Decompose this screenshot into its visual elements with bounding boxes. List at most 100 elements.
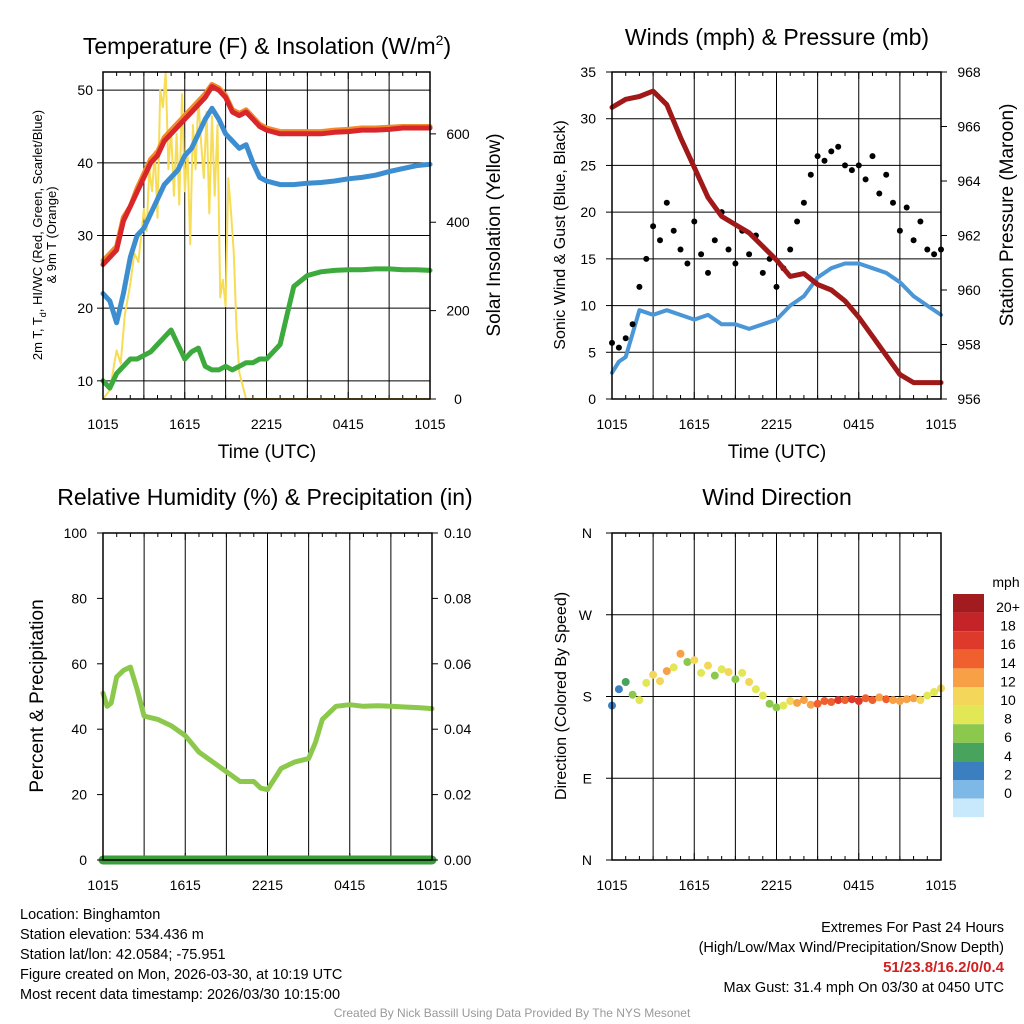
title-superscript: 2: [436, 32, 444, 48]
series-wind-chill: [100, 105, 433, 326]
y-axis-label: Sonic Wind & Gust (Blue, Black): [552, 120, 569, 349]
direction-point: [738, 668, 747, 677]
legend-swatch: [953, 594, 984, 613]
humidity-panel: [97, 532, 438, 865]
direction-point: [697, 668, 706, 677]
direction-point: [765, 699, 774, 708]
y2-tick-label: 966: [957, 119, 981, 135]
plot-border: [102, 532, 433, 861]
gust-point: [794, 218, 801, 225]
y2-tick-label: 400: [446, 214, 470, 230]
direction-point: [786, 697, 795, 705]
direction-point: [882, 695, 891, 704]
chart-title: Winds (mph) & Pressure (mb): [625, 24, 929, 50]
gust-point: [869, 153, 876, 160]
y2-tick-label: 200: [446, 303, 470, 319]
y-tick-label: 35: [580, 64, 596, 80]
y2-tick-label: 0.04: [444, 721, 471, 737]
gust-point: [903, 204, 910, 211]
y2-tick-label: 0.02: [444, 787, 471, 803]
gust-point: [636, 283, 643, 290]
gust-point: [890, 199, 896, 206]
x-tick-label: 2215: [252, 877, 283, 893]
y2-tick-label: 968: [957, 64, 981, 80]
x-tick-label: 0415: [334, 877, 365, 893]
station-location: Location: Binghamton: [20, 907, 161, 923]
gust-point: [821, 157, 828, 164]
direction-point: [690, 656, 699, 665]
series-dewpoint: [100, 266, 433, 391]
y2-tick-label: 958: [957, 337, 981, 353]
legend-label: 20+: [996, 599, 1020, 615]
x-axis-label: Time (UTC): [728, 442, 827, 463]
direction-point: [854, 697, 863, 705]
legend-label: 4: [1004, 748, 1012, 764]
legend-swatch: [953, 705, 984, 725]
gust-point: [876, 190, 883, 197]
ylabel-subscript: d: [38, 312, 48, 317]
station-latlon: Station lat/lon: 42.0584; -75.951: [20, 947, 226, 963]
legend-swatch: [953, 724, 984, 743]
legend-title: mph: [992, 574, 1019, 590]
y-tick-label: W: [579, 607, 593, 623]
y2-tick-label: 964: [957, 173, 981, 189]
direction-point: [758, 691, 767, 700]
direction-point: [635, 696, 644, 705]
x-tick-label: 0415: [843, 877, 874, 893]
x-tick-label: 0415: [333, 416, 364, 432]
legend-swatch: [953, 780, 984, 799]
direction-point: [676, 649, 685, 658]
y2-axis-label: Solar Insolation (Yellow): [484, 133, 505, 336]
gust-point: [732, 260, 739, 267]
ylabel-part: , HI/WC (Red, Green, Scarlet/Blue): [30, 110, 45, 312]
direction-point: [669, 663, 678, 672]
gust-point: [896, 227, 903, 234]
direction-point: [724, 668, 733, 676]
title-main: Temperature (F) & Insolation (W/m: [83, 33, 436, 59]
y-tick-label: 5: [588, 344, 596, 360]
legend-swatch: [953, 612, 984, 632]
series-2m-temperature: [100, 84, 433, 268]
direction-point: [895, 697, 904, 705]
legend-label: 16: [1000, 636, 1016, 652]
y2-axis-label: Station Pressure (Maroon): [997, 104, 1018, 327]
y-tick-label: 25: [580, 157, 596, 173]
x-axis-label: Time (UTC): [218, 442, 317, 463]
y-axis-label: Direction (Colored By Speed): [553, 592, 570, 800]
x-tick-label: 1015: [596, 877, 627, 893]
direction-point: [806, 700, 815, 709]
credit-line: Created By Nick Bassill Using Data Provi…: [333, 1006, 691, 1020]
y2-tick-label: 600: [446, 126, 470, 142]
legend-swatch: [953, 798, 984, 818]
direction-point: [751, 685, 760, 694]
gust-point: [924, 246, 931, 253]
gust-point: [931, 251, 938, 258]
legend-label: 12: [1000, 673, 1016, 689]
direction-point: [793, 698, 802, 707]
direction-point: [875, 693, 884, 702]
legend-label: 6: [1004, 729, 1012, 745]
legend-swatch: [953, 631, 984, 650]
direction-point: [628, 690, 637, 699]
x-tick-label: 0415: [843, 416, 874, 432]
direction-point: [868, 696, 877, 705]
figure-created: Figure created on Mon, 2026-03-30, at 10…: [20, 967, 343, 983]
x-tick-label: 1015: [416, 877, 447, 893]
direction-point: [930, 688, 939, 696]
extremes-values: 51/23.8/16.2/0/0.4: [883, 959, 1004, 976]
direction-point: [841, 696, 849, 705]
gust-point: [746, 251, 753, 258]
direction-point: [614, 685, 623, 694]
gust-point: [677, 246, 684, 253]
direction-point: [923, 691, 932, 700]
y-tick-label: N: [582, 525, 592, 541]
series-station-pressure: [609, 88, 944, 386]
direction-point: [813, 699, 822, 708]
gust-point: [663, 199, 670, 206]
y-tick-label: 0: [588, 391, 596, 407]
y-axis-label-line2: & 9m T (Orange): [44, 186, 59, 283]
y-tick-label: 40: [71, 721, 87, 737]
recent-timestamp: Most recent data timestamp: 2026/03/30 1…: [20, 987, 341, 1003]
direction-point: [847, 695, 856, 704]
